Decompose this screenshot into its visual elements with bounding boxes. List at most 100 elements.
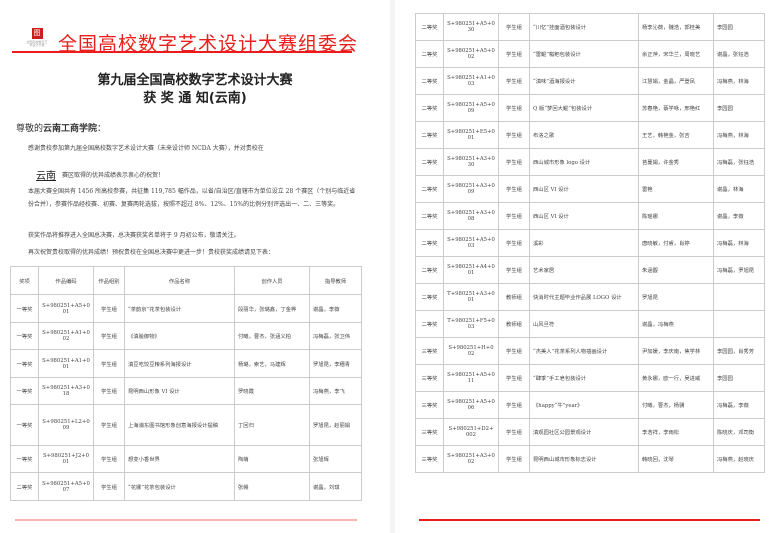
- cell-work-code: S+980251+A5+009: [443, 94, 499, 122]
- paragraph-stats: 本届大赛全国共有 1456 所高校参赛，共征集 119,785 幅作品，以省/自…: [28, 188, 356, 208]
- cell-work-code: S+980251+A5+011: [443, 364, 499, 392]
- cell-award-level: 三等奖: [415, 364, 444, 392]
- cell-work-group: 学生组: [498, 40, 530, 68]
- cell-creators: 余正萍，宋华兰，周晓艺: [638, 40, 714, 68]
- cell-work-title: “花娜”花茶包装设计: [124, 472, 235, 501]
- logo-seal-icon: 图: [31, 28, 43, 39]
- cell-creators: 韩晓回，沈琴: [638, 445, 714, 473]
- cell-creators: 罗旭昆: [638, 283, 714, 311]
- cell-work-group: 学生组: [498, 202, 530, 230]
- cell-advisors: [713, 310, 765, 338]
- cell-work-code: S+980251+A1+003: [443, 67, 499, 95]
- table-row: 一等奖 S+980251+A5+001 学生组 “茶韵京”花茶包装设计 段丽华，张璐鑫，…: [10, 294, 362, 323]
- cell-advisors: 罗旭昆，李穗青: [309, 349, 362, 378]
- header-advisors: 指导教师: [309, 266, 362, 295]
- table-row: 一等奖 S+980251+A1+002 学生组 《滇脍御物》 付曦，曹杰，张涵义柏 冯梅磊…: [10, 322, 362, 350]
- cell-award-level: 一等奖: [10, 294, 39, 323]
- cell-award-level: 一等奖: [10, 377, 39, 405]
- cell-award-level: 一等奖: [10, 404, 39, 446]
- notice-page-2: 二等奖 S+980251+A5+030 学生组 “川忆”挂面酒包装设计 杨李沁薇，魏浩，…: [395, 0, 778, 533]
- cell-work-title: Q 版“梦回大鲲”包装设计: [529, 94, 639, 122]
- notice-page-1: 图 全国高校数字艺术设计大赛 全国高校数字艺术设计大赛组委会 第九届全国高校数字…: [0, 0, 390, 533]
- header-work-title: 作品名称: [124, 266, 235, 295]
- cell-work-group: 学生组: [498, 364, 530, 392]
- paragraph-thanks: 感谢贵校参加第九届全国高校数字艺术设计大赛（未来设计师 NCDA 大赛），并对贵…: [28, 145, 264, 152]
- greeting-suffix: ：: [97, 124, 107, 134]
- cell-work-group: 学生组: [498, 445, 530, 473]
- school-name: 云南工商学院: [43, 124, 98, 134]
- table-row: 三等奖 S+980251+H+002 学生组 “杰美人”花茶系列人物插画设计 尹加媛，李…: [415, 337, 765, 365]
- table-row: 二等奖 S+980251+E5+001 学生组 布洛之歌 王艺，韩艳金，张吉 冯梅燕，林海: [415, 121, 765, 149]
- cell-advisors: 冯梅燕，林海: [713, 121, 765, 149]
- cell-award-level: 二等奖: [415, 256, 444, 284]
- table-row: 三等奖 S+980251+A5+011 学生组 “肆季”手工皂包装设计 黄永娜，欧一行，…: [415, 364, 765, 392]
- cell-creators: 丁回归: [234, 404, 310, 446]
- cell-work-code: S+980251+A3+002: [443, 445, 499, 473]
- table-row: 一等奖 S+980251+A3+018 学生组 昆明西山形象 VI 设计 罗晓霞 冯梅燕，…: [10, 377, 362, 405]
- cell-award-level: 二等奖: [415, 13, 444, 41]
- cell-work-code: S+980251+A5+006: [443, 391, 499, 419]
- cell-creators: 付曦，曹杰，杨骥: [638, 391, 714, 419]
- cell-work-group: 学生组: [498, 121, 530, 149]
- cell-award-level: 二等奖: [415, 175, 444, 203]
- cell-advisors: 谢晶，李薇: [309, 294, 362, 323]
- cell-work-code: S+980251+J2+001: [38, 445, 94, 473]
- cell-advisors: 冯梅磊，罗旭昆: [713, 256, 765, 284]
- cell-creators: 苔蔓娟，许金秀: [638, 148, 714, 176]
- cell-work-title: 西山区 VI 设计: [529, 202, 639, 230]
- cell-work-group: 学生组: [498, 13, 530, 41]
- table-row: 三等奖 S+980251+A5+006 学生组 《happy“牛”year》 付曦，曹杰…: [415, 391, 765, 419]
- cell-advisors: 冯梅磊，张钰浩: [713, 148, 765, 176]
- cell-creators: 尹加媛，李庆南，焦学林: [638, 337, 714, 365]
- cell-creators: 黄永娜，欧一行，吴进威: [638, 364, 714, 392]
- organizer-logo: 图 全国高校数字艺术设计大赛: [26, 28, 48, 47]
- cell-work-title: 西山区 VI 设计: [529, 175, 639, 203]
- cell-work-title: 溪彩: [529, 229, 639, 257]
- cell-advisors: 罗旭昆，赵丽娟: [309, 404, 362, 446]
- header-creators: 创作人员: [234, 266, 310, 295]
- table-row: 二等奖 S+980251+A5+003 学生组 溪彩 唐晓敏，付睿，肖婷 冯梅磊，林海: [415, 229, 765, 257]
- header-divider: [12, 51, 352, 53]
- cell-work-title: 快消时代主题毕业作品展 LOGO 设计: [529, 283, 639, 311]
- table-header-row: 奖项 作品编码 作品组别 作品名称 创作人员 指导教师: [10, 266, 362, 295]
- cell-creators: 陶萌: [234, 445, 310, 473]
- greeting: 尊敬的云南工商学院：: [16, 121, 106, 134]
- awards-table-page2: 二等奖 S+980251+A5+030 学生组 “川忆”挂面酒包装设计 杨李沁薇，魏浩，…: [415, 13, 765, 473]
- cell-work-code: S+980251+A5+002: [443, 40, 499, 68]
- table-row: 二等奖 S+980251+A4+001 学生组 艺术家居 朱涵馥 冯梅磊，罗旭昆: [415, 256, 765, 284]
- cell-creators: 李浩祥，李雨松: [638, 418, 714, 446]
- table-row: 三等奖 S+980251+D2+002 学生组 滇观园社区公园景观设计 李浩祥，李雨松陈…: [415, 418, 765, 446]
- cell-advisors: 冯梅燕，赵晓庆: [713, 445, 765, 473]
- cell-work-title: 山风旦符: [529, 310, 639, 338]
- cell-work-code: S+980251+A1+001: [38, 349, 94, 378]
- table-row: 二等奖 S+980251+A3+009 学生组 西山区 VI 设计 雷艳 谢晶，林海: [415, 175, 765, 203]
- cell-creators: 江慧娟，金晶，严登凤: [638, 67, 714, 95]
- cell-award-level: 二等奖: [415, 67, 444, 95]
- table-row: 一等奖 S+980251+J2+001 学生组 想变小香世界 陶萌 张旭辉: [10, 445, 362, 473]
- cell-work-title: 想变小香世界: [124, 445, 235, 473]
- cell-work-group: 学生组: [498, 94, 530, 122]
- cell-advisors: 李园园: [713, 13, 765, 41]
- cell-work-title: “雷鲲”糍粑包装设计: [529, 40, 639, 68]
- cell-work-group: 学生组: [93, 322, 125, 350]
- header-work-group: 作品组别: [93, 266, 125, 295]
- cell-creators: 张赣: [234, 472, 310, 501]
- cell-award-level: 三等奖: [415, 391, 444, 419]
- cell-work-title: “茶韵京”花茶包装设计: [124, 294, 235, 323]
- cell-award-level: 二等奖: [415, 283, 444, 311]
- cell-work-code: S+980251+D2+002: [443, 418, 499, 446]
- paragraph-congrats: 赛区取得的优异成绩表示衷心的祝贺！: [62, 172, 165, 179]
- cell-work-title: 滇豆吃饺豆粮系列海报设计: [124, 349, 235, 378]
- cell-creators: 付曦，曹杰，张涵义柏: [234, 322, 310, 350]
- cell-work-code: S+980251+A3+030: [443, 148, 499, 176]
- cell-work-group: 教师组: [498, 310, 530, 338]
- cell-work-title: “杰美人”花茶系列人物插画设计: [529, 337, 639, 365]
- cell-work-code: S+980251+A3+008: [443, 202, 499, 230]
- cell-creators: 罗晓霞: [234, 377, 310, 405]
- cell-award-level: 二等奖: [10, 472, 39, 501]
- header-work-code: 作品编码: [38, 266, 94, 295]
- cell-work-code: S+980251+A5+003: [443, 229, 499, 257]
- cell-advisors: 冯梅燕，李飞: [309, 377, 362, 405]
- cell-advisors: 谢晶，刘琪: [309, 472, 362, 501]
- cell-work-title: “滇味”酒海报设计: [529, 67, 639, 95]
